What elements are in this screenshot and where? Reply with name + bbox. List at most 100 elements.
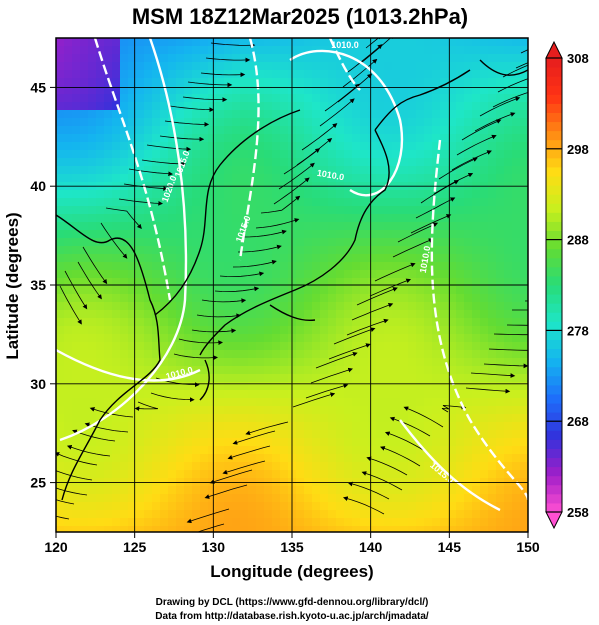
temperature-cell <box>168 510 177 519</box>
temperature-cell <box>312 326 321 335</box>
temperature-cell <box>216 270 225 279</box>
temperature-cell <box>248 198 257 207</box>
x-tick-label: 140 <box>359 539 383 555</box>
temperature-cell <box>256 158 265 167</box>
temperature-cell <box>216 286 225 295</box>
temperature-cell <box>88 126 97 135</box>
temperature-cell <box>280 398 289 407</box>
streamline <box>488 348 528 351</box>
temperature-cell <box>256 254 265 263</box>
temperature-cell <box>232 278 241 287</box>
temperature-cell <box>352 158 361 167</box>
temperature-cell <box>328 398 337 407</box>
temperature-cell <box>304 110 313 119</box>
temperature-cell <box>504 414 513 423</box>
temperature-cell <box>488 166 497 175</box>
temperature-cell <box>208 94 217 103</box>
temperature-cell <box>184 414 193 423</box>
temperature-cell <box>112 62 121 71</box>
temperature-cell <box>440 430 449 439</box>
temperature-cell <box>296 414 305 423</box>
temperature-cell <box>96 118 105 127</box>
temperature-cell <box>72 486 81 495</box>
temperature-cell <box>216 78 225 87</box>
temperature-cell <box>448 318 457 327</box>
temperature-cell <box>424 142 433 151</box>
temperature-cell <box>224 118 233 127</box>
temperature-cell <box>352 62 361 71</box>
temperature-cell <box>344 446 353 455</box>
temperature-cell <box>120 174 129 183</box>
temperature-cell <box>64 246 73 255</box>
temperature-cell <box>192 158 201 167</box>
temperature-cell <box>328 342 337 351</box>
temperature-cell <box>240 430 249 439</box>
temperature-cell <box>256 486 265 495</box>
colorbar-segment <box>546 312 562 322</box>
temperature-cell <box>224 238 233 247</box>
temperature-cell <box>320 278 329 287</box>
temperature-cell <box>128 54 137 63</box>
temperature-cell <box>104 414 113 423</box>
temperature-cell <box>296 406 305 415</box>
temperature-cell <box>200 102 209 111</box>
temperature-cell <box>424 86 433 95</box>
temperature-cell <box>400 286 409 295</box>
temperature-cell <box>336 374 345 383</box>
temperature-cell <box>112 318 121 327</box>
temperature-cell <box>504 54 513 63</box>
temperature-cell <box>496 142 505 151</box>
temperature-cell <box>240 78 249 87</box>
temperature-cell <box>464 430 473 439</box>
temperature-cell <box>88 222 97 231</box>
temperature-cell <box>384 358 393 367</box>
temperature-cell <box>144 350 153 359</box>
temperature-cell <box>112 214 121 223</box>
temperature-cell <box>344 214 353 223</box>
temperature-cell <box>272 110 281 119</box>
temperature-cell <box>256 470 265 479</box>
colorbar-max-arrow <box>545 40 563 59</box>
temperature-cell <box>488 294 497 303</box>
temperature-cell <box>424 254 433 263</box>
temperature-cell <box>368 414 377 423</box>
temperature-cell <box>216 238 225 247</box>
temperature-cell <box>280 126 289 135</box>
temperature-cell <box>120 190 129 199</box>
temperature-cell <box>352 110 361 119</box>
streamline <box>186 508 230 524</box>
temperature-cell <box>488 70 497 79</box>
temperature-cell <box>400 430 409 439</box>
temperature-cell <box>112 302 121 311</box>
temperature-cell <box>456 406 465 415</box>
temperature-cell <box>88 94 97 103</box>
temperature-cell <box>264 302 273 311</box>
temperature-cell <box>488 454 497 463</box>
temperature-cell <box>344 398 353 407</box>
temperature-cell <box>392 326 401 335</box>
temperature-cell <box>352 334 361 343</box>
temperature-cell <box>488 150 497 159</box>
temperature-cell <box>120 78 129 87</box>
temperature-cell <box>112 46 121 55</box>
temperature-cell <box>464 406 473 415</box>
temperature-cell <box>96 310 105 319</box>
temperature-cell <box>400 246 409 255</box>
temperature-cell <box>64 166 73 175</box>
temperature-cell <box>248 470 257 479</box>
temperature-cell <box>448 438 457 447</box>
temperature-cell <box>96 206 105 215</box>
temperature-cell <box>224 446 233 455</box>
temperature-cell <box>496 174 505 183</box>
temperature-cell <box>232 294 241 303</box>
streamline <box>492 92 528 108</box>
temperature-cell <box>216 294 225 303</box>
temperature-cell <box>312 270 321 279</box>
temperature-cell <box>384 518 393 527</box>
streamline <box>356 287 398 306</box>
colorbar-segment <box>546 239 562 250</box>
temperature-cell <box>152 430 161 439</box>
temperature-cell <box>272 238 281 247</box>
temperature-cell <box>312 454 321 463</box>
temperature-cell <box>336 438 345 447</box>
